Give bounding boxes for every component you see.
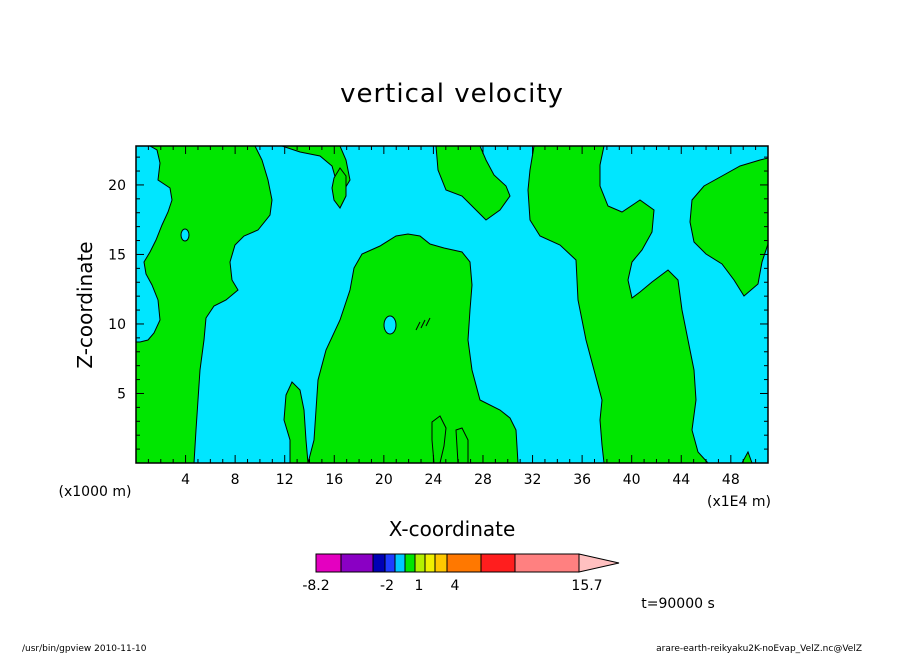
y-axis: 5 10 15 20 bbox=[108, 156, 768, 450]
x-tick-label: 48 bbox=[722, 472, 740, 488]
colorbar-arrow bbox=[578, 553, 620, 573]
negative-region bbox=[160, 146, 605, 463]
negative-region bbox=[383, 315, 397, 335]
colorbar-swatch bbox=[480, 553, 516, 573]
y-tick-label: 15 bbox=[108, 247, 126, 263]
x-tick-label: 40 bbox=[623, 472, 641, 488]
x-tick-label: 8 bbox=[231, 472, 240, 488]
colorbar-swatch bbox=[446, 553, 482, 573]
x-tick-label: 12 bbox=[276, 472, 294, 488]
colorbar-swatch bbox=[372, 553, 386, 573]
colorbar-swatch bbox=[315, 553, 342, 573]
colorbar-tick-label: -8.2 bbox=[302, 578, 329, 594]
negative-region bbox=[136, 146, 173, 343]
colorbar-swatch bbox=[424, 553, 436, 573]
x-tick-label: 36 bbox=[573, 472, 591, 488]
colorbar-tick-label: 4 bbox=[451, 578, 460, 594]
positive-region bbox=[455, 427, 469, 463]
time-label: t=90000 s bbox=[641, 596, 715, 612]
positive-region bbox=[331, 167, 347, 209]
x-scale-note: (x1000 m) bbox=[59, 484, 132, 500]
x-tick-label: 20 bbox=[375, 472, 393, 488]
x-tick-label: 16 bbox=[325, 472, 343, 488]
x-tick-label: 4 bbox=[181, 472, 190, 488]
colorbar-tick-label: -2 bbox=[380, 578, 394, 594]
x-tick-label: 44 bbox=[672, 472, 690, 488]
footer-left: /usr/bin/gpview 2010-11-10 bbox=[22, 644, 147, 654]
colorbar-swatch bbox=[404, 553, 416, 573]
plot-frame bbox=[135, 145, 769, 464]
y-axis-label: Z-coordinate bbox=[73, 241, 97, 368]
colorbar-swatch bbox=[394, 553, 406, 573]
colorbar-swatch bbox=[340, 553, 374, 573]
x-tick-label: 32 bbox=[524, 472, 542, 488]
colorbar-tick-label: 15.7 bbox=[571, 578, 602, 594]
positive-region bbox=[689, 157, 768, 297]
x-axis: 4 8 12 16 20 24 28 32 36 40 44 48 bbox=[147, 146, 769, 488]
colorbar-swatch bbox=[514, 553, 580, 573]
x-tick-label: 24 bbox=[424, 472, 442, 488]
x-axis-label: X-coordinate bbox=[389, 517, 516, 541]
colorbar-ticks: -8.2 -2 1 4 15.7 bbox=[302, 578, 602, 594]
x-tick-label: 28 bbox=[474, 472, 492, 488]
chart-title: vertical velocity bbox=[340, 79, 564, 109]
colorbar-swatch bbox=[384, 553, 396, 573]
negative-region bbox=[180, 228, 190, 242]
colorbar-swatch bbox=[434, 553, 448, 573]
contour-fill bbox=[136, 146, 768, 463]
footer-right: arare-earth-reikyaku2K-noEvap_VelZ.nc@Ve… bbox=[656, 644, 862, 654]
positive-region bbox=[431, 415, 447, 463]
colorbar bbox=[315, 553, 620, 573]
y-tick-label: 10 bbox=[108, 317, 126, 333]
y-tick-label: 5 bbox=[117, 386, 126, 402]
x-unit-note: (x1E4 m) bbox=[707, 494, 771, 510]
contour-line bbox=[415, 317, 431, 331]
colorbar-swatch bbox=[414, 553, 426, 573]
colorbar-tick-label: 1 bbox=[415, 578, 424, 594]
y-tick-label: 20 bbox=[108, 178, 126, 194]
